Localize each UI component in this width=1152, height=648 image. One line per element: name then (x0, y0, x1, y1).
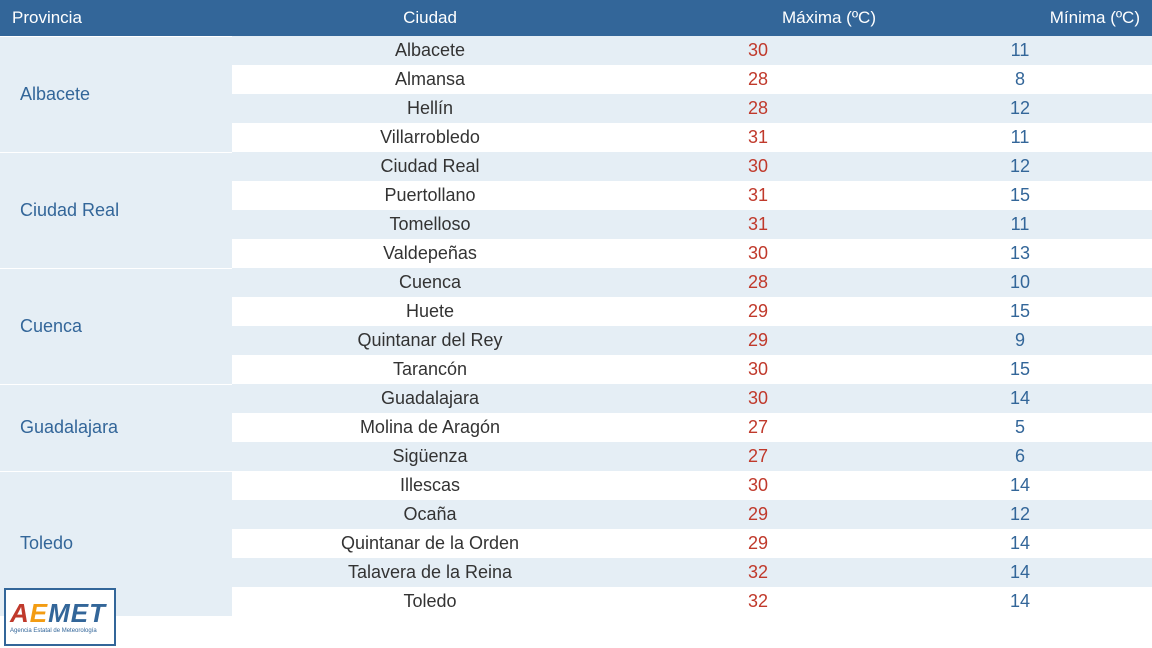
min-temp-cell: 15 (888, 355, 1152, 384)
max-temp-cell: 29 (628, 529, 888, 558)
city-cell: Cuenca (232, 268, 628, 297)
city-cell: Molina de Aragón (232, 413, 628, 442)
min-temp-cell: 14 (888, 558, 1152, 587)
city-cell: Almansa (232, 65, 628, 94)
city-cell: Guadalajara (232, 384, 628, 413)
city-cell: Ocaña (232, 500, 628, 529)
max-temp-cell: 30 (628, 152, 888, 181)
max-temp-cell: 29 (628, 297, 888, 326)
city-cell: Hellín (232, 94, 628, 123)
header-provincia: Provincia (0, 0, 232, 36)
logo-subtitle: Agencia Estatal de Meteorología (10, 628, 110, 635)
min-temp-cell: 5 (888, 413, 1152, 442)
city-cell: Illescas (232, 471, 628, 500)
max-temp-cell: 32 (628, 587, 888, 616)
min-temp-cell: 12 (888, 94, 1152, 123)
max-temp-cell: 31 (628, 210, 888, 239)
header-minima: Mínima (ºC) (888, 0, 1152, 36)
city-cell: Tarancón (232, 355, 628, 384)
city-cell: Huete (232, 297, 628, 326)
max-temp-cell: 30 (628, 471, 888, 500)
min-temp-cell: 12 (888, 152, 1152, 181)
min-temp-cell: 14 (888, 587, 1152, 616)
max-temp-cell: 30 (628, 36, 888, 65)
city-cell: Puertollano (232, 181, 628, 210)
max-temp-cell: 31 (628, 181, 888, 210)
weather-table: Provincia Ciudad Máxima (ºC) Mínima (ºC)… (0, 0, 1152, 617)
max-temp-cell: 28 (628, 94, 888, 123)
min-temp-cell: 15 (888, 181, 1152, 210)
min-temp-cell: 14 (888, 384, 1152, 413)
province-cell: Cuenca (0, 268, 232, 384)
max-temp-cell: 28 (628, 65, 888, 94)
min-temp-cell: 6 (888, 442, 1152, 471)
city-cell: Albacete (232, 36, 628, 65)
table-row: AlbaceteAlbacete3011 (0, 36, 1152, 65)
province-cell: Albacete (0, 36, 232, 152)
table-header-row: Provincia Ciudad Máxima (ºC) Mínima (ºC) (0, 0, 1152, 36)
min-temp-cell: 8 (888, 65, 1152, 94)
max-temp-cell: 27 (628, 413, 888, 442)
table-row: ToledoIllescas3014 (0, 471, 1152, 500)
city-cell: Valdepeñas (232, 239, 628, 268)
max-temp-cell: 29 (628, 326, 888, 355)
max-temp-cell: 30 (628, 355, 888, 384)
min-temp-cell: 14 (888, 529, 1152, 558)
city-cell: Toledo (232, 587, 628, 616)
min-temp-cell: 11 (888, 36, 1152, 65)
table-row: Ciudad RealCiudad Real3012 (0, 152, 1152, 181)
max-temp-cell: 28 (628, 268, 888, 297)
min-temp-cell: 11 (888, 210, 1152, 239)
min-temp-cell: 9 (888, 326, 1152, 355)
min-temp-cell: 10 (888, 268, 1152, 297)
city-cell: Sigüenza (232, 442, 628, 471)
min-temp-cell: 14 (888, 471, 1152, 500)
table-row: CuencaCuenca2810 (0, 268, 1152, 297)
city-cell: Talavera de la Reina (232, 558, 628, 587)
max-temp-cell: 30 (628, 384, 888, 413)
aemet-logo: AEMET Agencia Estatal de Meteorología (4, 588, 116, 646)
city-cell: Villarrobledo (232, 123, 628, 152)
city-cell: Quintanar de la Orden (232, 529, 628, 558)
min-temp-cell: 13 (888, 239, 1152, 268)
table-row: GuadalajaraGuadalajara3014 (0, 384, 1152, 413)
min-temp-cell: 11 (888, 123, 1152, 152)
header-maxima: Máxima (ºC) (628, 0, 888, 36)
logo-text: AEMET (10, 600, 110, 626)
header-ciudad: Ciudad (232, 0, 628, 36)
max-temp-cell: 32 (628, 558, 888, 587)
province-cell: Ciudad Real (0, 152, 232, 268)
max-temp-cell: 29 (628, 500, 888, 529)
max-temp-cell: 30 (628, 239, 888, 268)
city-cell: Quintanar del Rey (232, 326, 628, 355)
min-temp-cell: 12 (888, 500, 1152, 529)
province-cell: Guadalajara (0, 384, 232, 471)
max-temp-cell: 31 (628, 123, 888, 152)
city-cell: Ciudad Real (232, 152, 628, 181)
max-temp-cell: 27 (628, 442, 888, 471)
min-temp-cell: 15 (888, 297, 1152, 326)
city-cell: Tomelloso (232, 210, 628, 239)
